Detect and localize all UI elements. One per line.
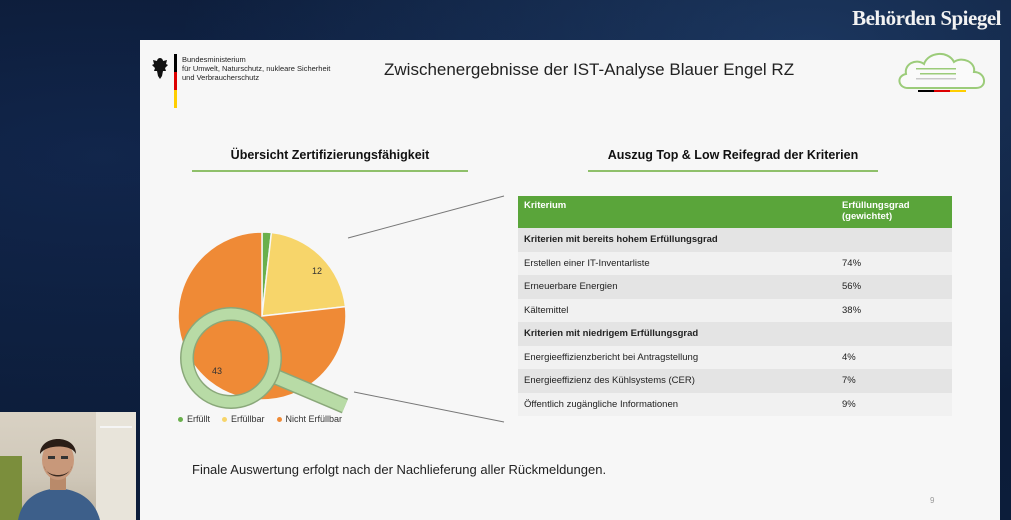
table-row: Öffentlich zugängliche Informationen 9% <box>518 392 952 416</box>
criterion-label: Erneuerbare Energien <box>518 275 836 299</box>
table-section-row: Kriterien mit niedrigem Erfüllungsgrad <box>518 322 952 346</box>
column-header-erfuellungsgrad: Erfüllungsgrad (gewichtet) <box>836 196 952 228</box>
footer-note: Finale Auswertung erfolgt nach der Nachl… <box>192 462 607 477</box>
criterion-label: Energieeffizienzbericht bei Antragstellu… <box>518 345 836 369</box>
speaker-video <box>0 412 136 520</box>
presentation-slide: Bundesministerium für Umwelt, Naturschut… <box>140 40 1000 520</box>
table-row: Kältemittel 38% <box>518 298 952 322</box>
table-row: Erstellen einer IT-Inventarliste 74% <box>518 251 952 275</box>
pie-chart: 12 43 <box>177 195 505 423</box>
criterion-value: 38% <box>836 298 952 322</box>
cloud-logo-icon <box>898 53 985 92</box>
table-header-row: Kriterium Erfüllungsgrad (gewichtet) <box>518 196 952 228</box>
legend-label-nicht-erfuellbar: Nicht Erfüllbar <box>285 414 343 424</box>
data-label-nicht-erfuellbar: 43 <box>212 366 222 376</box>
table-heading: Auszug Top & Low Reifegrad der Kriterien <box>588 148 878 172</box>
table-row: Energieeffizienzbericht bei Antragstellu… <box>518 345 952 369</box>
broadcaster-watermark: Behörden Spiegel <box>852 6 1001 30</box>
legend-label-erfuellt: Erfüllt <box>187 414 211 424</box>
legend-marker-erfuellbar <box>222 416 228 422</box>
criterion-value: 4% <box>836 345 952 369</box>
chart-legend: Erfüllt Erfüllbar Nicht Erfüllbar <box>178 414 342 424</box>
pie-slices <box>177 231 347 401</box>
zoom-connector-top <box>347 195 505 239</box>
magnifier-icon <box>180 307 349 414</box>
slide-title: Zwischenergebnisse der IST-Analyse Blaue… <box>384 60 795 79</box>
legend-marker-nicht-erfuellbar <box>276 416 282 422</box>
legend-label-erfuellbar: Erfüllbar <box>231 414 265 424</box>
pie-slice-erfuellbar <box>261 231 347 317</box>
ministry-name: Bundesministerium für Umwelt, Naturschut… <box>182 55 331 82</box>
section-label-high: Kriterien mit bereits hohem Erfüllungsgr… <box>518 228 952 252</box>
legend-item-erfuellt: Erfüllt <box>178 414 210 424</box>
legend-item-erfuellbar: Erfüllbar <box>222 414 265 424</box>
criterion-label: Kältemittel <box>518 298 836 322</box>
criterion-value: 9% <box>836 392 952 416</box>
criterion-value: 7% <box>836 369 952 393</box>
criterion-value: 56% <box>836 275 952 299</box>
zoom-connector-bottom <box>353 391 505 423</box>
criterion-label: Erstellen einer IT-Inventarliste <box>518 251 836 275</box>
federal-eagle-icon <box>152 58 168 79</box>
table-section-row: Kriterien mit bereits hohem Erfüllungsgr… <box>518 228 952 252</box>
german-flag-bar <box>174 54 177 108</box>
data-label-erfuellbar: 12 <box>312 266 322 276</box>
legend-item-nicht-erfuellbar: Nicht Erfüllbar <box>276 414 343 424</box>
legend-marker-erfuellt <box>178 416 183 422</box>
speaker-figure <box>0 412 136 520</box>
pie-slice-nicht-erfuellbar <box>177 231 347 401</box>
table-row: Energieeffizienz des Kühlsystems (CER) 7… <box>518 369 952 393</box>
chart-heading: Übersicht Zertifizierungsfähigkeit <box>192 148 468 172</box>
criterion-label: Öffentlich zugängliche Informationen <box>518 392 836 416</box>
column-header-kriterium: Kriterium <box>518 196 836 228</box>
page-number: 9 <box>930 496 935 505</box>
section-label-low: Kriterien mit niedrigem Erfüllungsgrad <box>518 322 952 346</box>
criterion-value: 74% <box>836 251 952 275</box>
criterion-label: Energieeffizienz des Kühlsystems (CER) <box>518 369 836 393</box>
table-row: Erneuerbare Energien 56% <box>518 275 952 299</box>
criteria-table: Kriterium Erfüllungsgrad (gewichtet) Kri… <box>518 196 952 416</box>
